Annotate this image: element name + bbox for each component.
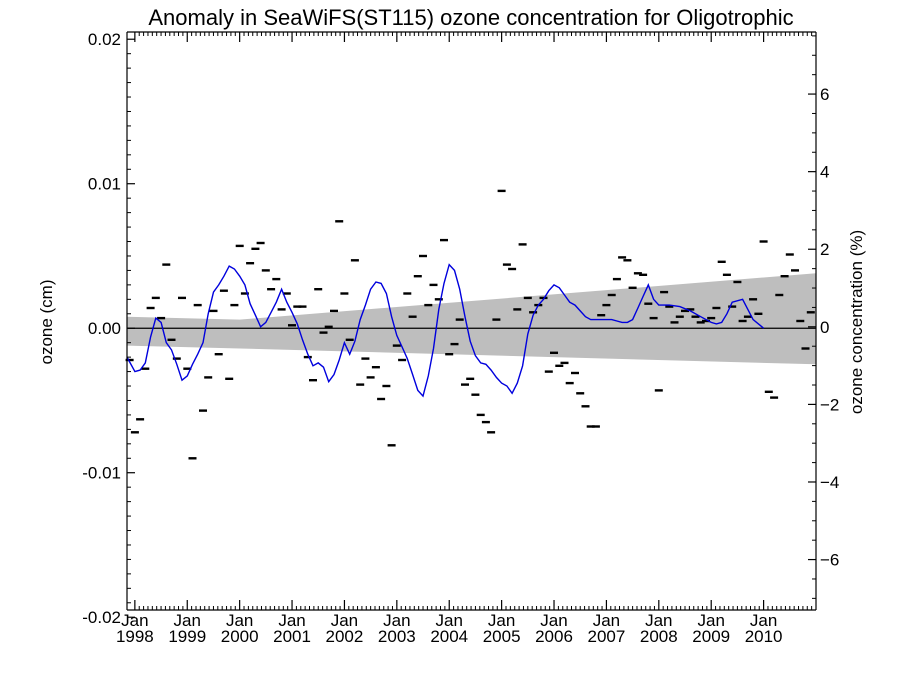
x-tick-label-month: Jan [331, 611, 358, 630]
left-tick-label: 0.02 [88, 30, 121, 49]
right-tick-label: 0 [820, 318, 829, 337]
x-tick-label-month: Jan [540, 611, 567, 630]
x-tick-label-month: Jan [121, 611, 148, 630]
x-tick-label-month: Jan [383, 611, 410, 630]
x-tick-label-year: 1998 [116, 627, 154, 646]
x-tick-label-year: 2003 [378, 627, 416, 646]
x-tick-label-year: 2001 [273, 627, 311, 646]
x-tick-label-month: Jan [278, 611, 305, 630]
x-tick-label-month: Jan [488, 611, 515, 630]
right-tick-label: 6 [820, 85, 829, 104]
x-tick-label-year: 2010 [745, 627, 783, 646]
left-y-axis-ticks: 0.02 0.01 0.00 -0.01 -0.02 [82, 30, 135, 627]
y-axis-label-right: ozone concentration (%) [847, 230, 866, 414]
y-axis-label-left: ozone (cm) [37, 279, 56, 364]
x-tick-label-month: Jan [174, 611, 201, 630]
right-y-axis-ticks: 6 4 2 0 −2 −4 −6 [808, 35, 839, 599]
x-tick-label-year: 2005 [483, 627, 521, 646]
x-tick-label-year: 2007 [588, 627, 626, 646]
x-tick-label-month: Jan [750, 611, 777, 630]
x-tick-label-month: Jan [436, 611, 463, 630]
chart-title: Anomaly in SeaWiFS(ST115) ozone concentr… [148, 5, 793, 30]
x-tick-label-year: 2002 [326, 627, 364, 646]
x-tick-label-month: Jan [697, 611, 724, 630]
x-tick-label-year: 1999 [168, 627, 206, 646]
right-tick-label: −6 [820, 551, 839, 570]
smoothed-line [126, 263, 765, 398]
right-tick-label: −2 [820, 395, 839, 414]
left-tick-label: -0.02 [82, 608, 121, 627]
x-tick-label-month: Jan [593, 611, 620, 630]
right-tick-label: −4 [820, 473, 839, 492]
x-tick-label-month: Jan [226, 611, 253, 630]
monthly-anomaly-points [125, 189, 815, 460]
x-tick-label-month: Jan [645, 611, 672, 630]
left-tick-label: 0.01 [88, 175, 121, 194]
right-tick-label: 2 [820, 240, 829, 259]
x-tick-label-year: 2000 [221, 627, 259, 646]
left-tick-label: -0.01 [82, 464, 121, 483]
left-tick-label: 0.00 [88, 319, 121, 338]
x-tick-label-year: 2009 [692, 627, 730, 646]
smoothed-anomaly-series [126, 263, 765, 398]
x-tick-label-year: 2004 [430, 627, 468, 646]
x-tick-label-year: 2006 [535, 627, 573, 646]
x-axis-ticks: Jan1998Jan1999Jan2000Jan2001Jan2002Jan20… [116, 32, 813, 646]
right-tick-label: 4 [820, 163, 829, 182]
x-tick-label-year: 2008 [640, 627, 678, 646]
